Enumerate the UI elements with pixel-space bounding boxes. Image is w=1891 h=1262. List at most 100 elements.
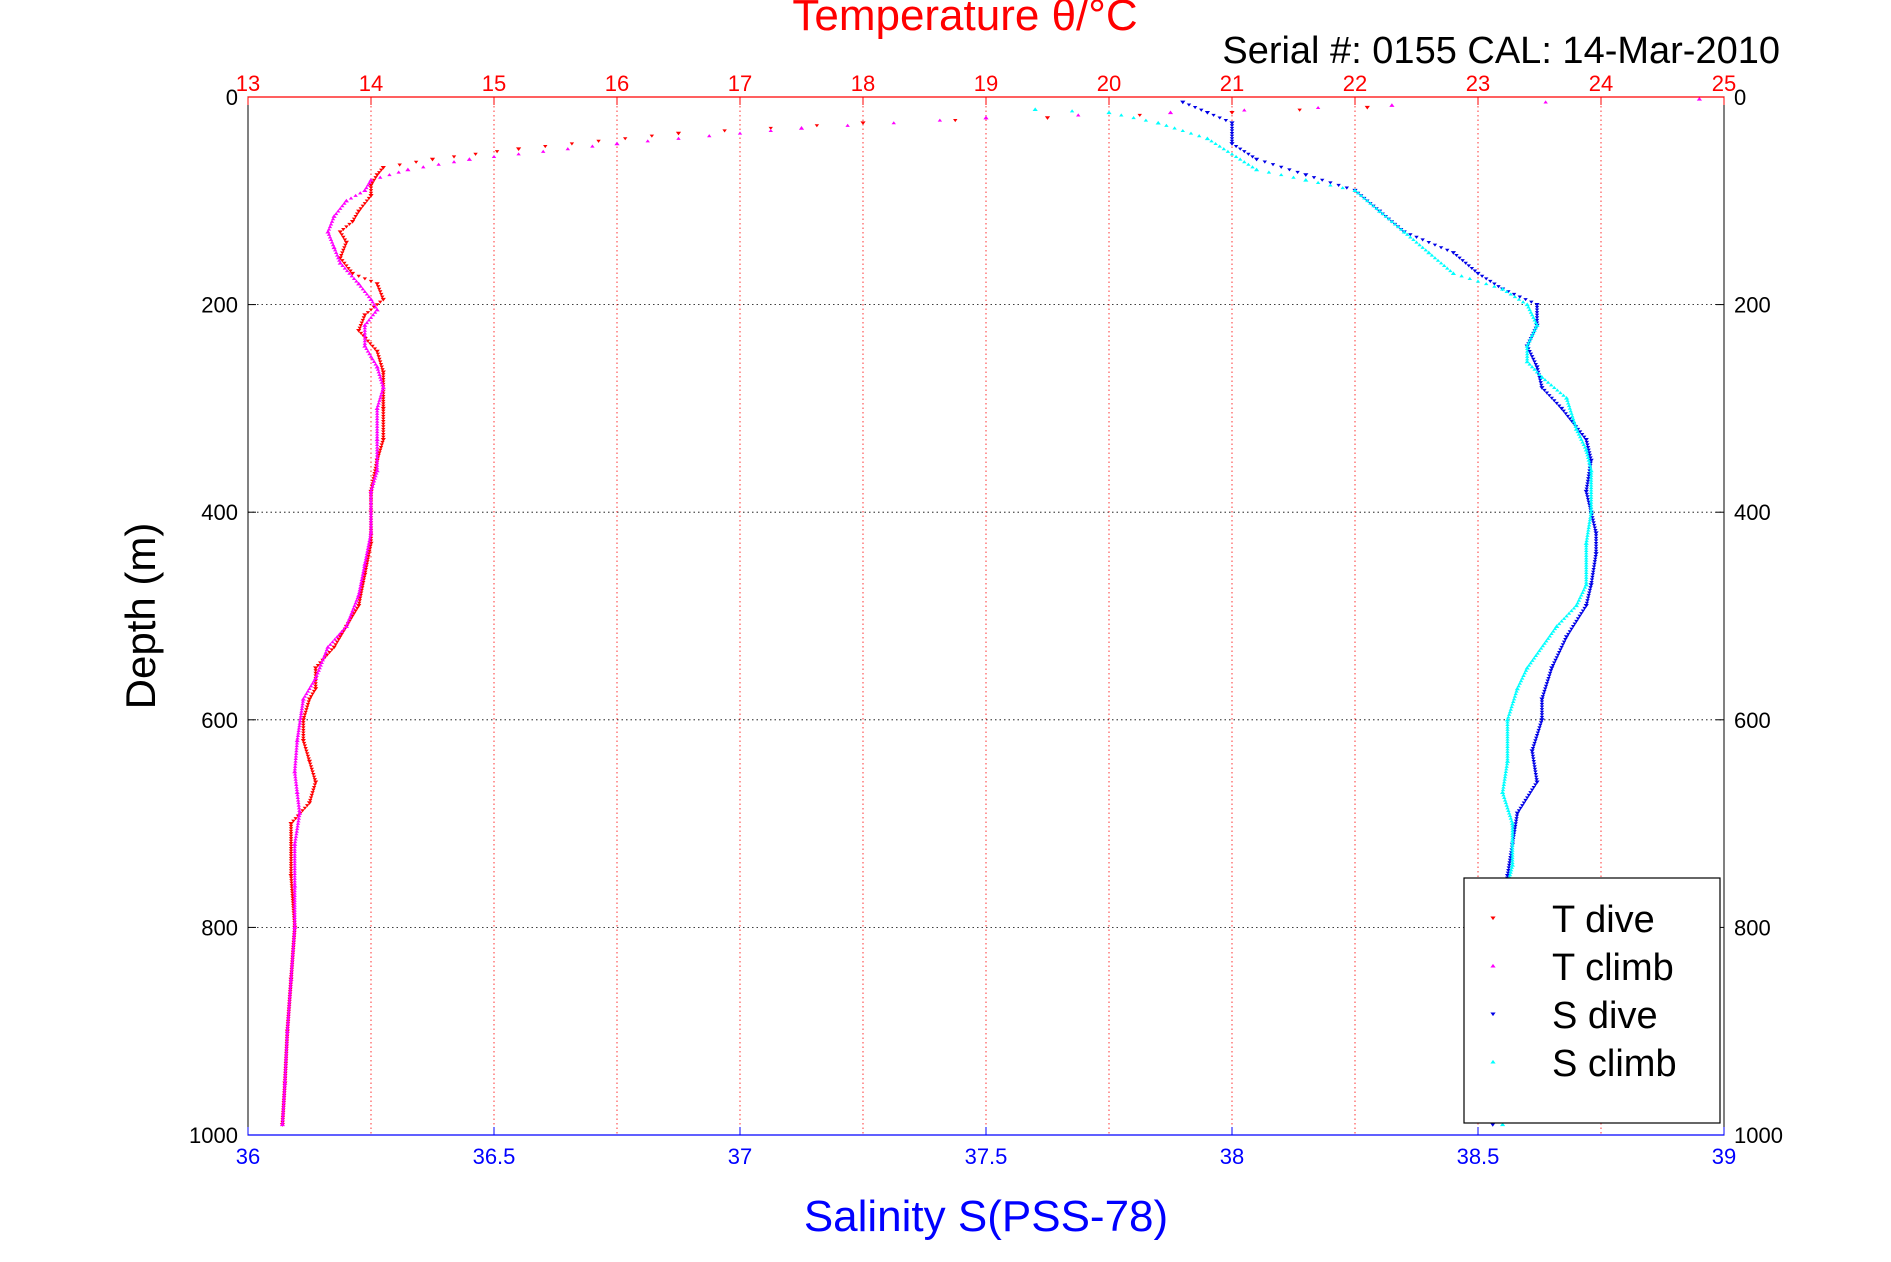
trace-marker [1414, 240, 1419, 244]
trace-marker [288, 842, 294, 846]
trace-marker [308, 798, 313, 803]
trace-marker [290, 901, 296, 905]
trace-marker [1503, 769, 1509, 774]
trace-marker [1561, 640, 1567, 644]
trace-marker [379, 391, 384, 395]
data-point [380, 385, 386, 390]
trace-marker [290, 950, 296, 954]
trace-marker [1528, 336, 1534, 340]
trace-marker [290, 896, 295, 900]
trace-marker [1571, 419, 1577, 423]
trace-marker [330, 640, 335, 644]
trace-marker [381, 380, 386, 384]
y-tick-label-right: 400 [1734, 500, 1771, 525]
trace-marker [281, 1100, 286, 1104]
trace-marker [1368, 201, 1373, 205]
trace-marker [1510, 853, 1515, 857]
trace-marker [301, 741, 307, 745]
trace-marker [1509, 868, 1514, 872]
trace-marker [351, 612, 357, 616]
trace-marker [301, 734, 306, 738]
trace-marker [297, 721, 302, 725]
trace-marker [292, 864, 297, 868]
trace-marker [290, 955, 295, 959]
trace-marker [284, 1044, 289, 1048]
trace-marker [344, 269, 350, 273]
trace-marker [1569, 627, 1574, 631]
trace-marker [292, 852, 297, 856]
trace-marker [374, 411, 380, 415]
trace-marker [288, 854, 294, 858]
trace-marker [378, 362, 384, 367]
trace-marker [291, 945, 296, 949]
trace-marker [1566, 404, 1572, 408]
trace-marker [353, 215, 358, 219]
trace-marker [299, 709, 304, 713]
trace-marker [332, 637, 338, 641]
trace-marker [288, 832, 294, 836]
trace-marker [1516, 809, 1522, 813]
trace-marker [1548, 669, 1554, 673]
trace-marker [287, 992, 293, 996]
trace-marker [1528, 791, 1533, 795]
trace-marker [311, 689, 317, 694]
data-point [380, 166, 386, 170]
trace-marker [340, 263, 345, 267]
trace-marker [1496, 285, 1501, 289]
trace-marker [1526, 663, 1532, 667]
data-point [1534, 780, 1540, 785]
trace-marker [1529, 300, 1534, 304]
trace-marker [317, 666, 322, 670]
trace-marker [1534, 311, 1540, 315]
trace-marker [1504, 289, 1509, 293]
trace-marker [359, 591, 364, 595]
trace-marker [291, 942, 296, 947]
trace-marker [291, 940, 296, 944]
trace-marker [360, 586, 365, 590]
trace-marker [333, 643, 338, 647]
trace-marker [1510, 843, 1515, 847]
trace-marker [280, 1120, 285, 1124]
trace-marker [1517, 681, 1523, 685]
trace-marker [357, 599, 362, 603]
data-point [1583, 437, 1589, 442]
trace-marker [707, 134, 712, 138]
trace-marker [313, 671, 318, 675]
trace-marker [1576, 432, 1582, 436]
data-point [983, 115, 989, 120]
trace-marker [1238, 157, 1243, 161]
trace-marker [316, 668, 321, 672]
trace-marker [284, 1051, 289, 1055]
trace-marker [368, 186, 374, 190]
data-point [1514, 811, 1520, 816]
trace-marker [294, 785, 299, 789]
data-point [466, 157, 472, 161]
trace-marker [1526, 793, 1532, 797]
trace-marker [374, 303, 380, 307]
trace-marker [1513, 819, 1519, 823]
trace-marker [1336, 183, 1341, 187]
trace-marker [292, 764, 298, 768]
trace-marker [1180, 128, 1185, 133]
trace-marker [292, 871, 297, 875]
trace-marker [351, 606, 356, 610]
trace-marker [300, 702, 305, 706]
trace-marker [368, 528, 374, 532]
data-point [300, 739, 306, 743]
trace-marker [284, 1046, 289, 1050]
trace-marker [368, 521, 374, 525]
trace-marker [292, 847, 297, 851]
trace-marker [1229, 129, 1235, 133]
trace-marker [1526, 341, 1531, 345]
trace-marker [364, 292, 370, 296]
data-point [331, 214, 337, 218]
trace-marker [306, 757, 311, 761]
data-point [614, 141, 620, 146]
trace-marker [297, 719, 303, 723]
data-point [1529, 749, 1535, 754]
trace-marker [1509, 865, 1515, 869]
trace-marker [1588, 456, 1593, 460]
data-point [1401, 229, 1407, 234]
trace-marker [361, 570, 366, 574]
trace-marker [1492, 284, 1497, 288]
